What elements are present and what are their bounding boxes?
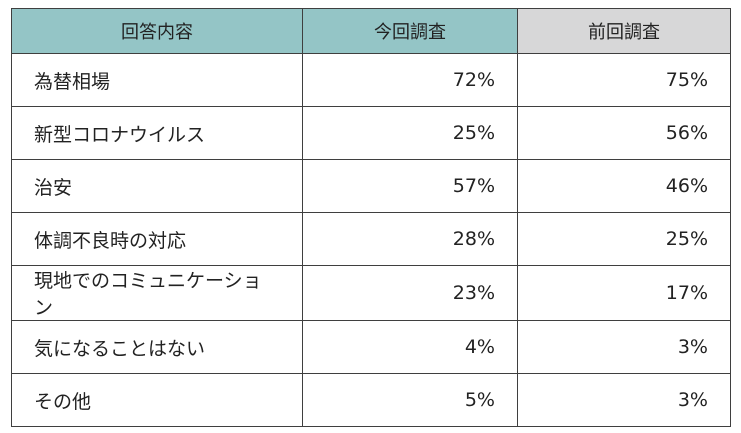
row-label: 治安	[11, 159, 303, 213]
current-value: 25%	[302, 106, 518, 160]
table-row: 体調不良時の対応 28% 25%	[11, 212, 731, 266]
current-value: 28%	[302, 212, 518, 266]
table-row: その他 5% 3%	[11, 373, 731, 427]
table-row: 新型コロナウイルス 25% 56%	[11, 106, 731, 160]
row-label: 現地でのコミュニケーション	[11, 265, 303, 321]
current-value: 72%	[302, 53, 518, 107]
previous-value: 56%	[517, 106, 731, 160]
current-value: 57%	[302, 159, 518, 213]
previous-value: 75%	[517, 53, 731, 107]
row-label: 気になることはない	[11, 320, 303, 374]
row-label: その他	[11, 373, 303, 427]
survey-table: 回答内容 今回調査 前回調査 為替相場 72% 75% 新型コロナウイルス 25…	[11, 8, 731, 427]
header-current-survey: 今回調査	[302, 8, 518, 54]
table-row: 現地でのコミュニケーション 23% 17%	[11, 265, 731, 321]
table-row: 気になることはない 4% 3%	[11, 320, 731, 374]
current-value: 4%	[302, 320, 518, 374]
current-value: 5%	[302, 373, 518, 427]
previous-value: 17%	[517, 265, 731, 321]
table-row: 治安 57% 46%	[11, 159, 731, 213]
row-label: 為替相場	[11, 53, 303, 107]
header-previous-survey: 前回調査	[517, 8, 731, 54]
header-response: 回答内容	[11, 8, 303, 54]
previous-value: 3%	[517, 373, 731, 427]
row-label: 新型コロナウイルス	[11, 106, 303, 160]
row-label: 体調不良時の対応	[11, 212, 303, 266]
table-row: 為替相場 72% 75%	[11, 53, 731, 107]
previous-value: 3%	[517, 320, 731, 374]
header-row: 回答内容 今回調査 前回調査	[11, 8, 731, 54]
previous-value: 25%	[517, 212, 731, 266]
current-value: 23%	[302, 265, 518, 321]
previous-value: 46%	[517, 159, 731, 213]
